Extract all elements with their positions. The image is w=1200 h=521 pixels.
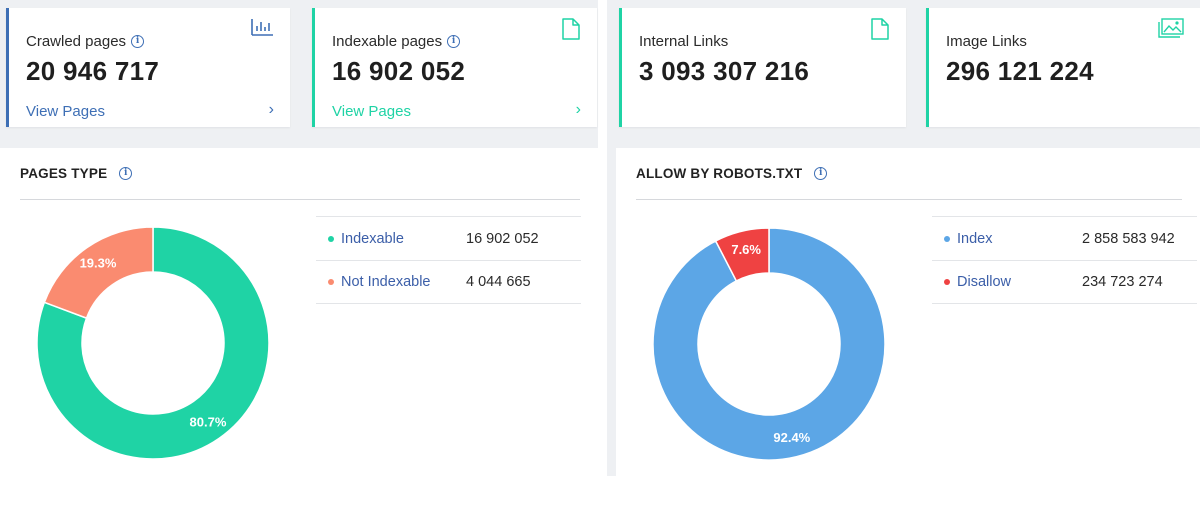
card-accent-bar — [619, 8, 622, 127]
robots-slice-label: 7.6% — [731, 242, 761, 257]
indexable-pages-card: Indexable pages i 16 902 052 View Pages … — [312, 8, 597, 127]
legend-dot — [328, 235, 334, 242]
image-links-label: Image Links — [946, 33, 1027, 50]
legend-label-text: Not Indexable — [341, 274, 431, 290]
info-icon[interactable]: i — [119, 167, 133, 180]
legend-row-not-indexable[interactable]: Not Indexable 4 044 665 — [316, 260, 581, 304]
chevron-right-icon[interactable]: › — [268, 101, 274, 118]
robots-slice-index[interactable] — [652, 227, 886, 461]
internal-links-card: Internal Links 3 093 307 216 — [619, 8, 906, 127]
info-icon[interactable]: i — [447, 35, 461, 48]
pages-type-donut-chart: 80.7% 19.3% — [36, 226, 270, 460]
robots-slice-label: 92.4% — [773, 430, 810, 445]
view-pages-link[interactable]: View Pages — [332, 103, 411, 120]
internal-links-label: Internal Links — [639, 33, 729, 50]
legend-dot — [944, 279, 950, 285]
card-title: Crawled pages i — [26, 33, 145, 50]
legend-dot — [944, 235, 950, 242]
crawled-pages-card: Crawled pages i 20 946 717 View Pages › — [6, 8, 290, 127]
pages-type-panel: PAGES TYPE i 80.7% 19.3% Indexable 16 902… — [0, 148, 598, 476]
robots-title: ALLOW BY ROBOTS.TXT — [636, 166, 803, 181]
internal-links-value: 3 093 307 216 — [639, 56, 810, 86]
info-icon[interactable]: i — [814, 167, 828, 180]
legend-label: Index — [932, 231, 1082, 247]
pages-type-title: PAGES TYPE — [20, 166, 108, 181]
legend-value: 234 723 274 — [1082, 274, 1163, 290]
legend-label-text: Disallow — [957, 274, 1011, 290]
crawled-pages-label: Crawled pages — [26, 33, 127, 50]
indexable-pages-value: 16 902 052 — [332, 56, 466, 86]
panel-title: ALLOW BY ROBOTS.TXT i — [636, 166, 828, 181]
image-links-value: 296 121 224 — [946, 56, 1094, 86]
document-icon — [561, 18, 581, 45]
image-links-card: Image Links 296 121 224 — [926, 8, 1200, 127]
pages-type-slice-label: 80.7% — [190, 414, 227, 429]
info-icon[interactable]: i — [131, 35, 145, 48]
legend-label-text: Indexable — [341, 230, 404, 247]
card-title: Indexable pages i — [332, 33, 461, 50]
bar-chart-icon — [250, 18, 274, 41]
card-accent-bar — [926, 8, 929, 127]
robots-legend: Index 2 858 583 942 Disallow 234 723 274 — [932, 216, 1197, 304]
legend-dot — [328, 279, 334, 285]
indexable-pages-label: Indexable pages — [332, 33, 443, 50]
pages-type-slice-label: 19.3% — [80, 256, 117, 271]
legend-label: Indexable — [316, 231, 466, 247]
legend-row-disallow[interactable]: Disallow 234 723 274 — [932, 260, 1197, 304]
pages-type-slice-not-indexable[interactable] — [43, 226, 154, 320]
legend-label: Disallow — [932, 274, 1082, 290]
legend-label: Not Indexable — [316, 274, 466, 290]
card-accent-bar — [312, 8, 315, 127]
chevron-right-icon[interactable]: › — [575, 101, 581, 118]
panel-title: PAGES TYPE i — [20, 166, 133, 181]
card-accent-bar — [6, 8, 9, 127]
divider — [636, 199, 1182, 200]
legend-value: 16 902 052 — [466, 230, 539, 247]
legend-row-indexable[interactable]: Indexable 16 902 052 — [316, 216, 581, 260]
pages-type-slice-indexable[interactable] — [36, 226, 270, 460]
robots-slice-disallow[interactable] — [714, 227, 770, 282]
robots-panel: ALLOW BY ROBOTS.TXT i 92.4% 7.6% Index 2 … — [616, 148, 1200, 476]
document-icon — [870, 18, 890, 45]
legend-value: 2 858 583 942 — [1082, 230, 1175, 247]
view-pages-link[interactable]: View Pages — [26, 103, 105, 120]
legend-value: 4 044 665 — [466, 274, 531, 290]
legend-label-text: Index — [957, 230, 993, 247]
divider — [20, 199, 580, 200]
pages-type-legend: Indexable 16 902 052 Not Indexable 4 044… — [316, 216, 581, 304]
crawled-pages-value: 20 946 717 — [26, 56, 160, 86]
robots-donut-chart: 92.4% 7.6% — [652, 227, 886, 461]
image-icon — [1158, 18, 1184, 43]
legend-row-index[interactable]: Index 2 858 583 942 — [932, 216, 1197, 260]
